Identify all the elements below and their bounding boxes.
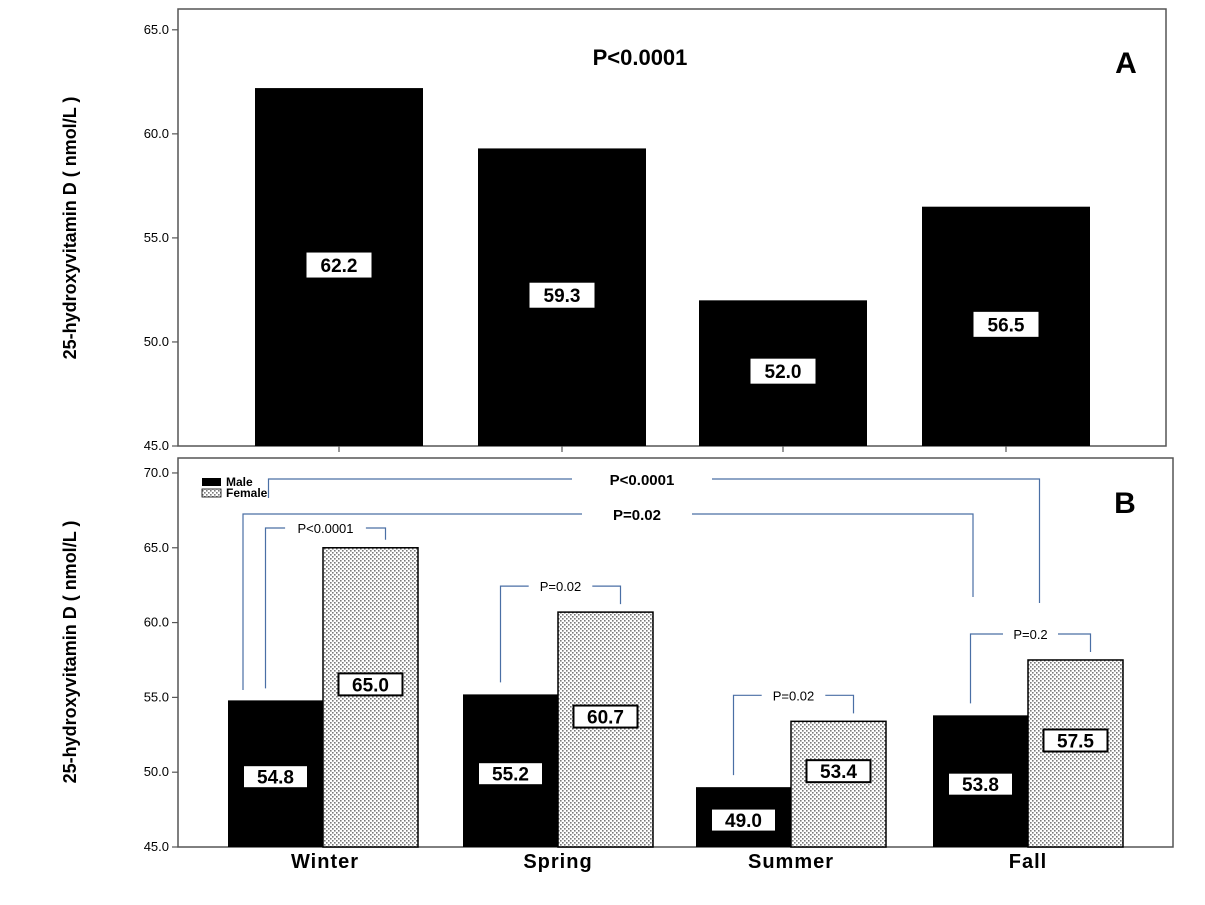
- data-label-female: 60.7: [587, 708, 624, 729]
- data-label-box: [948, 772, 1013, 796]
- panel-b-category-labels: Winter Spring Summer Fall: [291, 851, 1047, 873]
- y-tick-label: 55.0: [144, 230, 169, 245]
- legend-male-label: Male: [226, 475, 253, 489]
- data-label-box: [805, 759, 872, 784]
- within-season-p-value: P=0.02: [540, 579, 582, 594]
- data-label-male: 55.2: [492, 765, 529, 786]
- bar-female-spring: [557, 611, 654, 848]
- y-tick-label: 50.0: [144, 334, 169, 349]
- data-label-box: [572, 704, 639, 729]
- panel-b-y-ticks: 45.0 50.0 55.0 60.0 65.0 70.0: [144, 465, 178, 854]
- within-season-bracket: [969, 633, 1092, 704]
- bar-female-summer: [790, 720, 887, 848]
- data-label-female: 57.5: [1057, 731, 1094, 752]
- within-season-p-value: P=0.2: [1013, 627, 1047, 642]
- data-label-box: [1042, 728, 1109, 753]
- within-season-bracket: [264, 527, 387, 689]
- data-label: 52.0: [765, 362, 802, 383]
- panel-a-x-ticks: [338, 446, 1007, 452]
- panel-b: 45.050.055.060.065.070.0 P<0.0001P=0.02P…: [60, 457, 1174, 873]
- panel-a-frame: [177, 8, 1167, 447]
- legend-female-swatch: [201, 488, 222, 498]
- y-tick-label: 60.0: [144, 126, 169, 141]
- data-label-male: 49.0: [725, 811, 762, 832]
- y-tick-label: 45.0: [144, 438, 169, 453]
- within-season-bracket: [499, 585, 622, 683]
- category-label-fall: Fall: [1009, 851, 1047, 873]
- data-label-box: [305, 251, 373, 279]
- panel-b-bars: 54.8 65.0 55.2 60.7 49.0 53.4 53.8 57.5: [228, 547, 1124, 848]
- panel-a-bars: 62.2 59.3 52.0 56.5: [255, 88, 1090, 447]
- panel-b-frame: [177, 457, 1174, 848]
- data-label-female: 53.4: [820, 762, 857, 783]
- bar-female-fall: [1027, 659, 1124, 848]
- bar-female-winter: [322, 547, 419, 848]
- y-tick-label: 45.0: [144, 839, 169, 854]
- across-season-p-value: P=0.02: [613, 507, 661, 524]
- y-tick-label: 50.0: [144, 764, 169, 779]
- panel-a-letter: A: [1115, 47, 1137, 80]
- legend-male-swatch: [202, 478, 221, 486]
- panel-b-y-axis-label: 25-hydroxyvitamin D ( nmol/L ): [60, 521, 80, 784]
- data-label-female: 65.0: [352, 675, 389, 696]
- panel-a: 45.0 50.0 55.0 60.0 65.0 62.2 59.3 52.0 56.5 25…: [60, 8, 1167, 453]
- panel-a-y-ticks: 45.0 50.0 55.0 60.0 65.0: [144, 22, 178, 453]
- across-season-bracket: [242, 513, 974, 690]
- panel-b-brackets: P<0.0001 P=0.02 P=0.02 P=0.2 P<0.0001 P=0.02: [242, 472, 1092, 776]
- y-tick-label: 65.0: [144, 540, 169, 555]
- panel-a-y-axis-label: 25-hydroxyvitamin D ( nmol/L ): [60, 97, 80, 360]
- data-label-male: 54.8: [257, 768, 294, 789]
- within-season-p-value: P<0.0001: [297, 521, 353, 536]
- within-season-p-value: P=0.02: [773, 688, 815, 703]
- y-tick-label: 65.0: [144, 22, 169, 37]
- y-tick-label: 55.0: [144, 689, 169, 704]
- across-season-p-value: P<0.0001: [610, 472, 675, 489]
- panel-b-letter: B: [1114, 487, 1136, 520]
- category-label-summer: Summer: [748, 851, 834, 873]
- data-label: 56.5: [988, 315, 1025, 336]
- within-season-bracket: [732, 694, 855, 776]
- legend: Male Female: [201, 475, 268, 500]
- data-label-box: [749, 357, 817, 385]
- data-label-box: [478, 762, 543, 786]
- across-season-bracket: [267, 478, 1041, 603]
- data-label-male: 53.8: [962, 775, 999, 796]
- data-label: 62.2: [321, 256, 358, 277]
- category-label-winter: Winter: [291, 851, 359, 873]
- data-label-box: [528, 281, 596, 309]
- data-label-box: [243, 765, 308, 789]
- y-tick-label: 70.0: [144, 465, 169, 480]
- category-label-spring: Spring: [523, 851, 592, 873]
- data-label-box: [337, 672, 404, 697]
- y-tick-label: 60.0: [144, 615, 169, 630]
- panel-a-p-value: P<0.0001: [593, 45, 688, 70]
- data-label-box: [972, 310, 1040, 338]
- data-label-box: [711, 808, 776, 832]
- data-label: 59.3: [544, 286, 581, 307]
- legend-female-label: Female: [226, 486, 268, 500]
